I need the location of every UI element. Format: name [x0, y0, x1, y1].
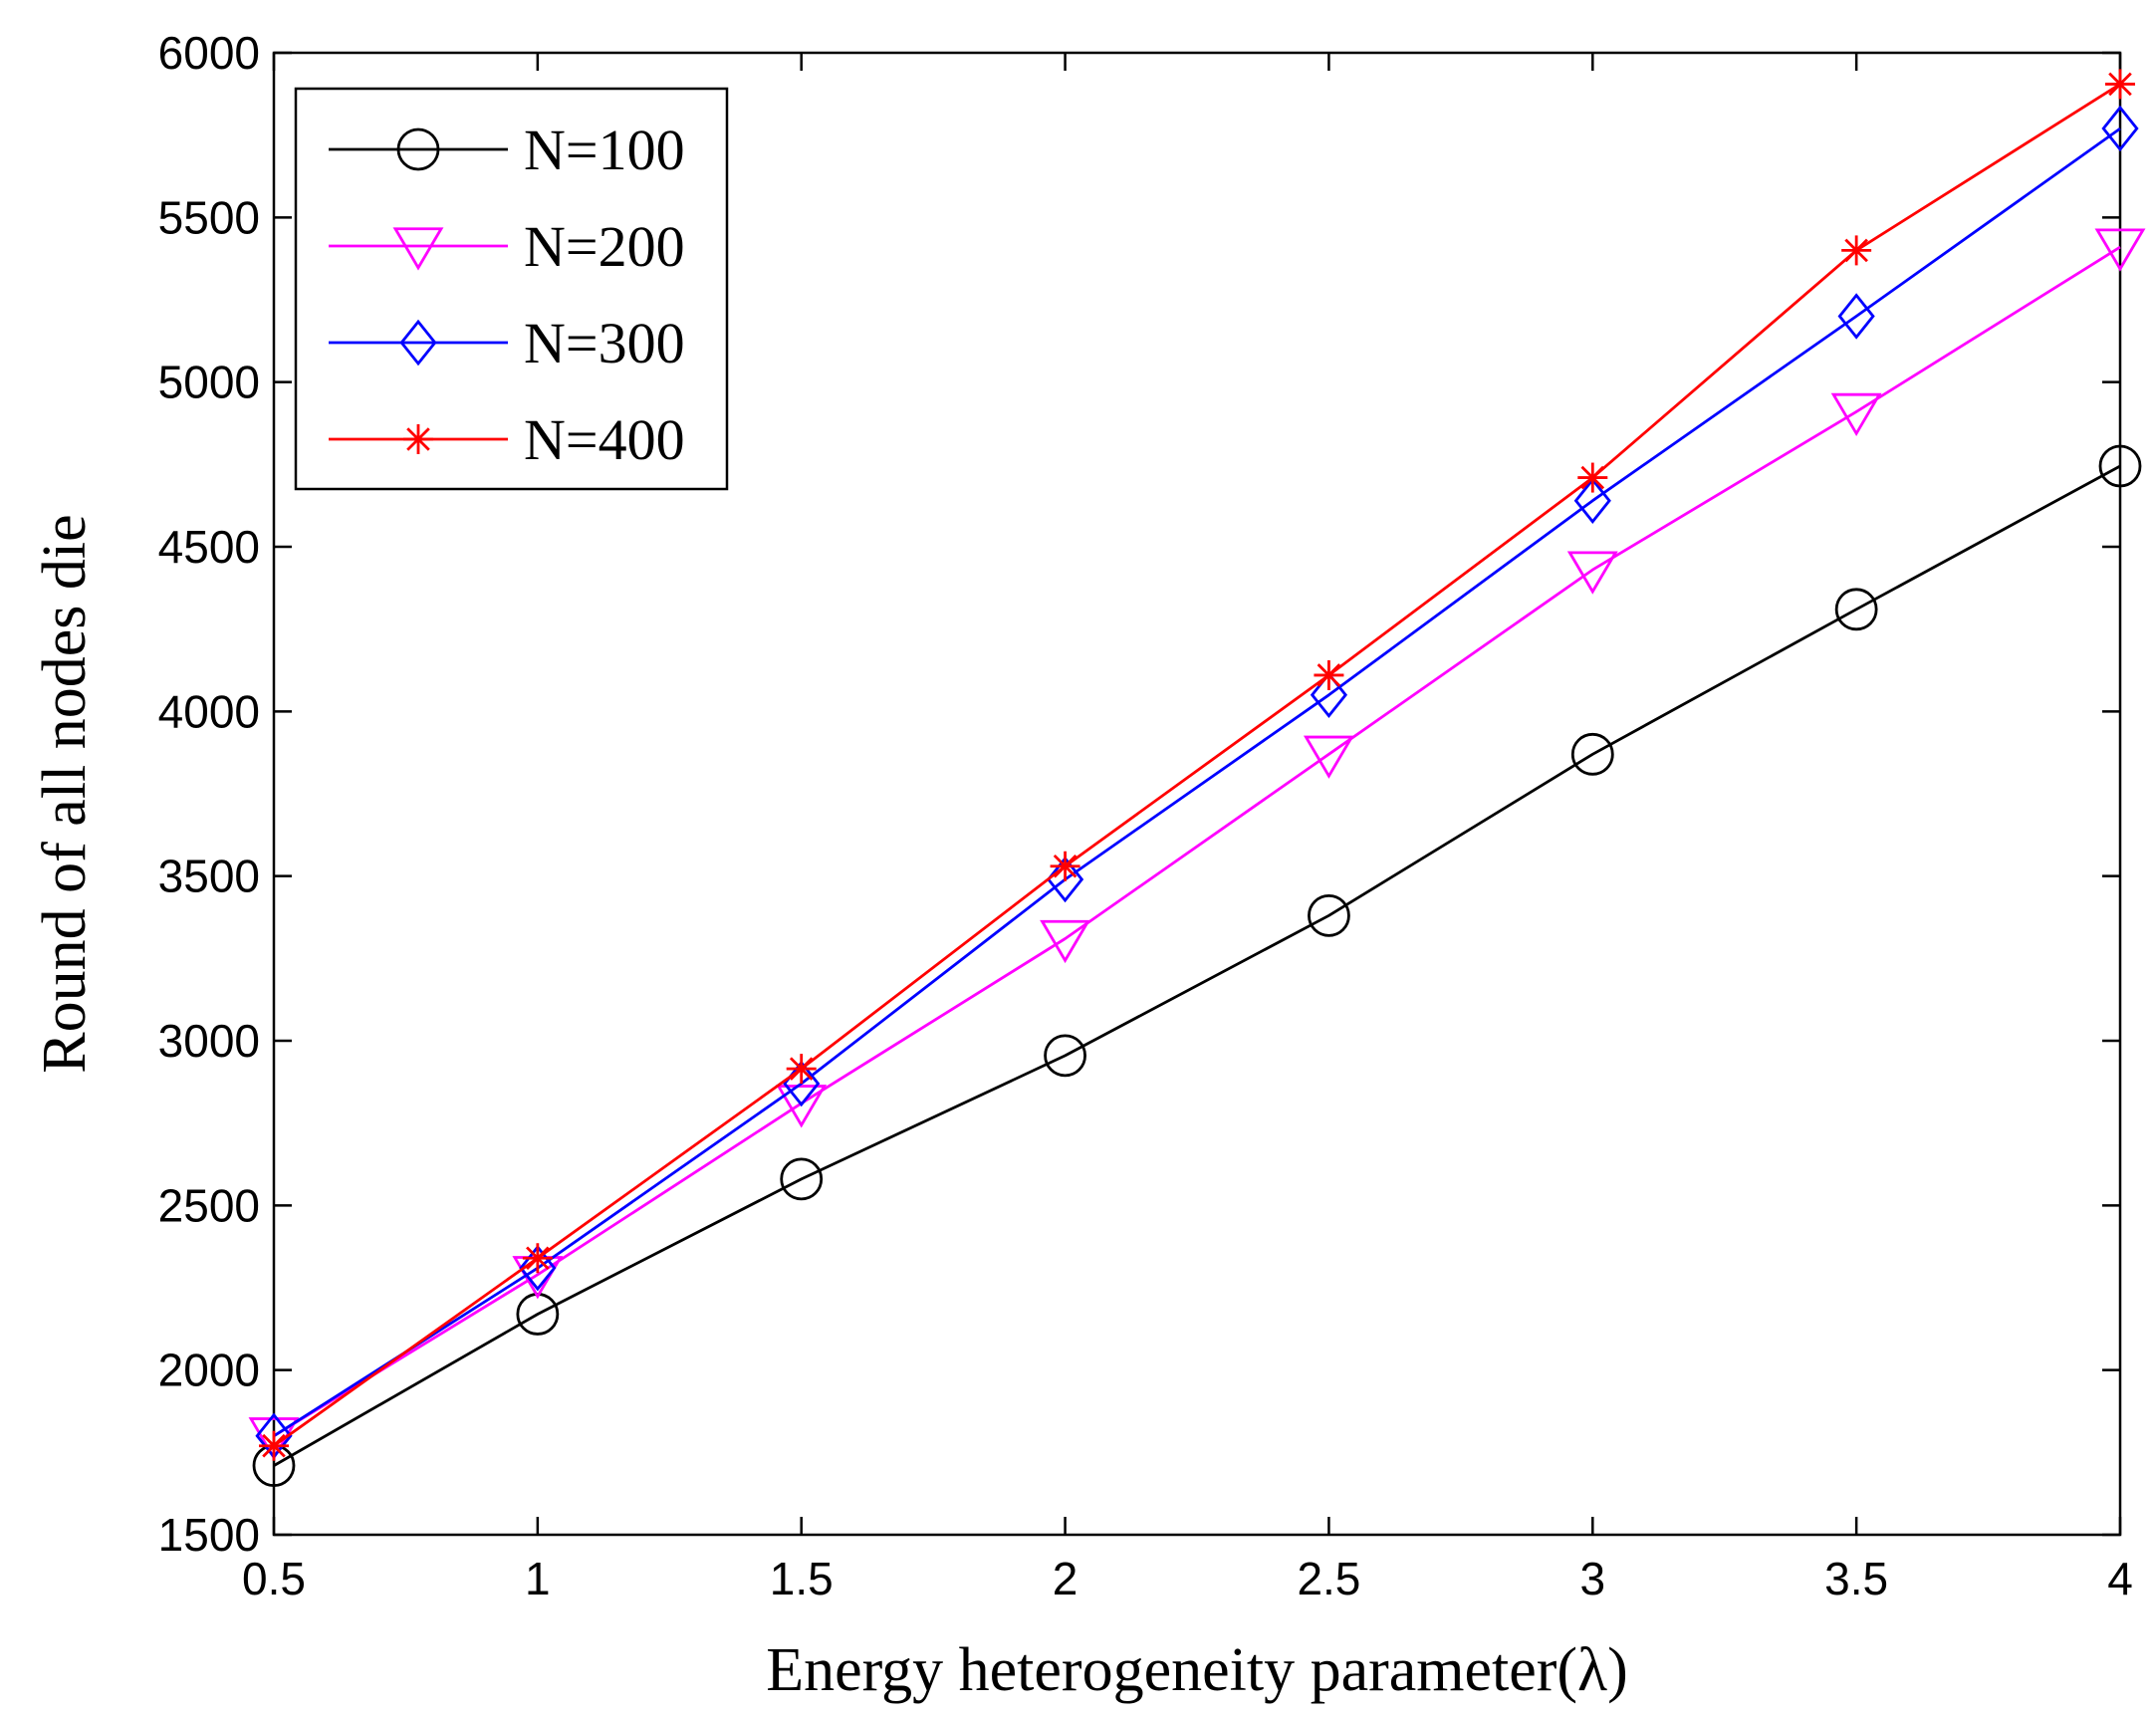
- data-point: [1046, 856, 1084, 903]
- series-line: [273, 245, 2121, 1437]
- data-point: [780, 1157, 824, 1201]
- data-point: [1308, 893, 1350, 937]
- legend-entry: N=400: [329, 407, 685, 472]
- data-point: [1566, 551, 1618, 595]
- series-line: [273, 126, 2121, 1437]
- asterisk-stroke: [406, 427, 430, 451]
- series-n-400: [259, 69, 2135, 1461]
- data-point: [1040, 919, 1091, 964]
- data-point: [1044, 1034, 1086, 1078]
- data-point: [1577, 462, 1608, 493]
- series-layer: [248, 69, 2146, 1487]
- data-point: [1837, 293, 1875, 340]
- data-point: [1570, 732, 1614, 776]
- y-tick-label: 5500: [158, 191, 260, 243]
- legend-entry: N=100: [329, 118, 685, 182]
- data-point: [2094, 228, 2146, 272]
- legend-entry: N=300: [329, 311, 685, 375]
- legend-box: [294, 87, 729, 491]
- legend-label: N=300: [524, 311, 685, 375]
- asterisk-stroke: [789, 1057, 814, 1081]
- asterisk-stroke: [2108, 72, 2132, 97]
- asterisk-stroke: [1053, 854, 1078, 878]
- legend-marker: [399, 319, 437, 367]
- legend-label: N=200: [524, 214, 685, 279]
- data-point: [1834, 588, 1878, 631]
- legend-marker: [396, 127, 440, 171]
- data-point: [786, 1054, 817, 1085]
- data-point: [1050, 851, 1080, 881]
- data-point: [2101, 105, 2139, 152]
- data-point: [1841, 235, 1872, 266]
- x-tick-label: 4: [2107, 1553, 2133, 1604]
- legend: N=100 N=200 N=300 N=400: [294, 87, 729, 491]
- legend-entry: N=200: [329, 214, 685, 279]
- asterisk-stroke: [262, 1433, 286, 1458]
- x-tick-label: 1.5: [770, 1553, 834, 1604]
- data-point: [2105, 69, 2135, 100]
- data-point: [1303, 735, 1354, 779]
- y-tick-label: 3000: [158, 1015, 260, 1067]
- legend-marker: [403, 424, 433, 454]
- legend-label: N=100: [524, 118, 685, 182]
- x-tick-label: 3: [1579, 1553, 1605, 1604]
- data-point: [1830, 392, 1882, 437]
- legend-marker: [392, 227, 444, 271]
- y-tick-label: 1500: [158, 1509, 260, 1561]
- data-point: [259, 1430, 289, 1461]
- asterisk-stroke: [1580, 465, 1605, 490]
- asterisk-stroke: [1317, 663, 1341, 687]
- data-point: [522, 1243, 553, 1274]
- asterisk-stroke: [1844, 238, 1868, 263]
- x-axis-title: Energy heterogeneity parameter(λ): [766, 1636, 1628, 1704]
- series-line: [273, 83, 2121, 1447]
- x-tick-label: 1: [525, 1553, 551, 1604]
- y-tick-label: 5000: [158, 357, 260, 408]
- y-tick-label: 2500: [158, 1179, 260, 1231]
- y-tick-label: 3500: [158, 851, 260, 902]
- x-tick-label: 0.5: [242, 1553, 306, 1604]
- y-tick-label: 2000: [158, 1345, 260, 1396]
- data-point: [1314, 659, 1344, 690]
- x-tick-label: 3.5: [1824, 1553, 1888, 1604]
- legend-label: N=400: [524, 407, 685, 472]
- axis-ticks: 0.5 1 1.5 2 2.5 3 3.5 4 1500 2000 2500 3000 3500 4000…: [158, 27, 2133, 1604]
- y-tick-label: 4000: [158, 685, 260, 737]
- x-tick-label: 2.5: [1297, 1553, 1360, 1604]
- y-tick-label: 4500: [158, 521, 260, 573]
- x-tick-label: 2: [1053, 1553, 1078, 1604]
- y-axis-title: Round of all nodes die: [31, 514, 99, 1073]
- y-tick-label: 6000: [158, 27, 260, 79]
- data-point: [1573, 477, 1611, 524]
- data-point: [519, 1244, 557, 1292]
- series-line: [273, 464, 2121, 1467]
- data-point: [776, 1085, 828, 1128]
- asterisk-stroke: [526, 1246, 550, 1271]
- data-point: [2098, 444, 2142, 488]
- data-point: [1310, 671, 1348, 719]
